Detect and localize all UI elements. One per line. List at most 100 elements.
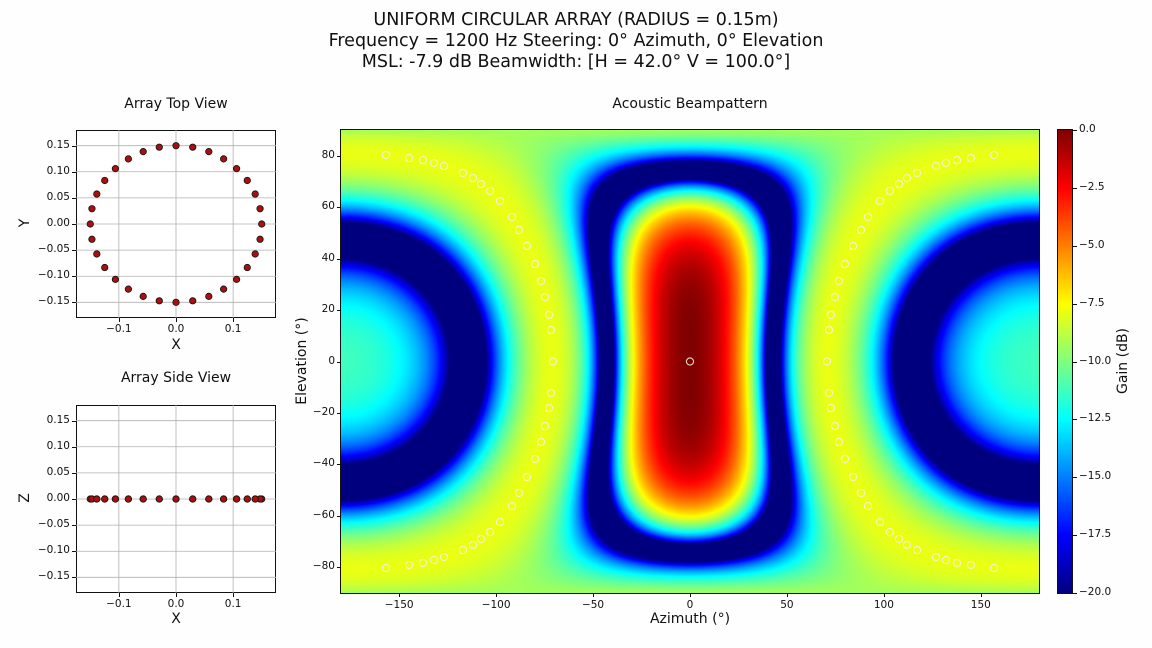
lobe-marker: [989, 150, 999, 160]
tick-mark: [690, 593, 691, 597]
y-tick-label: 0: [328, 354, 335, 367]
tick-mark: [72, 171, 76, 173]
top-view-axes: [76, 130, 276, 318]
lobe-marker: [824, 388, 834, 398]
lobe-marker: [856, 225, 866, 235]
lobe-marker: [546, 325, 556, 335]
y-tick-label: 0.00: [46, 492, 70, 504]
x-tick-label: 0.0: [167, 323, 185, 335]
tick-mark: [72, 224, 76, 225]
array-element: [233, 275, 241, 283]
lobe-marker: [894, 179, 904, 189]
lobe-marker: [468, 540, 478, 550]
tick-mark: [337, 412, 341, 414]
y-tick-label: −0.10: [37, 544, 70, 557]
array-element: [93, 495, 101, 503]
tick-mark: [337, 515, 341, 517]
x-tick-label: 100: [873, 599, 894, 611]
array-element: [189, 495, 197, 503]
lobe-marker: [485, 527, 495, 537]
x-tick-label: 150: [970, 599, 991, 611]
lobe-marker: [822, 357, 832, 366]
y-tick-label: 20: [321, 303, 335, 316]
lobe-marker: [495, 517, 505, 527]
colorbar-tick-label: −15.0: [1079, 470, 1112, 483]
lobe-marker: [941, 158, 951, 168]
colorbar-tick-label: −10.0: [1079, 354, 1112, 367]
x-tick-label: 0.1: [224, 323, 242, 335]
array-element: [86, 220, 94, 228]
y-tick-label: −60: [312, 508, 335, 521]
lobe-marker: [507, 212, 517, 222]
lobe-marker: [848, 472, 858, 482]
lobe-marker: [522, 472, 532, 482]
beampattern-heatmap: [341, 130, 1039, 593]
lobe-marker: [546, 388, 556, 398]
tick-mark: [72, 577, 76, 579]
lobe-marker: [840, 454, 850, 464]
lobe-marker: [381, 150, 391, 160]
colorbar-tick-label: −17.5: [1079, 528, 1112, 541]
y-tick-label: 60: [321, 200, 335, 213]
beampattern-ylabel: Elevation (°): [294, 317, 310, 405]
array-element: [139, 292, 147, 300]
y-tick-label: 0.10: [46, 164, 70, 177]
lobe-marker: [540, 421, 550, 431]
lobe-marker: [931, 161, 941, 171]
tick-mark: [593, 593, 595, 597]
tick-mark: [1073, 245, 1077, 247]
y-tick-label: −80: [312, 560, 335, 573]
x-tick-label: −100: [481, 599, 511, 611]
array-element: [155, 495, 163, 503]
lobe-marker: [514, 488, 524, 498]
lobe-marker: [885, 186, 895, 196]
x-tick-label: 0: [686, 599, 694, 611]
lobe-marker: [458, 168, 468, 178]
colorbar-tick-label: 0.0: [1079, 123, 1096, 135]
lobe-marker: [476, 179, 486, 189]
array-element: [111, 165, 119, 173]
tick-mark: [118, 318, 120, 322]
tick-mark: [337, 464, 341, 466]
lobe-marker: [540, 292, 550, 302]
lobe-marker: [530, 259, 540, 269]
array-element: [251, 495, 259, 503]
y-tick-label: 0.10: [46, 439, 70, 452]
array-element: [233, 495, 241, 503]
tick-mark: [1073, 477, 1077, 479]
beampattern-xlabel: Azimuth (°): [649, 611, 731, 627]
beampattern-axes: [340, 129, 1040, 594]
lobe-marker: [824, 325, 834, 335]
lobe-marker: [863, 501, 873, 511]
array-element: [256, 235, 264, 243]
lobe-marker: [912, 168, 922, 178]
tick-mark: [980, 593, 982, 597]
colorbar: [1057, 129, 1073, 594]
top-view-xlabel: X: [171, 337, 181, 353]
colorbar-tick-label: −12.5: [1079, 412, 1112, 425]
lobe-marker: [458, 545, 468, 555]
array-element: [243, 263, 251, 272]
tick-mark: [72, 197, 76, 199]
lobe-marker: [476, 534, 486, 544]
figure-title-line-3: MSL: -7.9 dB Beamwidth: [H = 42.0° V = 1…: [361, 52, 791, 72]
array-element: [124, 495, 132, 503]
tick-mark: [72, 145, 76, 147]
lobe-marker: [544, 403, 554, 413]
y-tick-label: 0.00: [46, 217, 70, 229]
y-tick-label: −0.15: [37, 570, 70, 583]
lobe-marker: [931, 552, 941, 562]
side-view-plot: [76, 405, 276, 593]
tick-mark: [496, 593, 498, 597]
tick-mark: [118, 593, 120, 597]
side-view-ylabel: Z: [17, 493, 33, 503]
colorbar-tick-label: −20.0: [1079, 586, 1112, 598]
array-element: [205, 148, 213, 156]
y-tick-label: −20: [312, 405, 335, 418]
tick-mark: [72, 446, 76, 448]
lobe-marker: [507, 501, 517, 511]
beampattern-title: Acoustic Beampattern: [612, 96, 768, 112]
lobe-marker: [530, 454, 540, 464]
tick-mark: [1073, 535, 1077, 537]
lobe-marker: [418, 155, 428, 165]
